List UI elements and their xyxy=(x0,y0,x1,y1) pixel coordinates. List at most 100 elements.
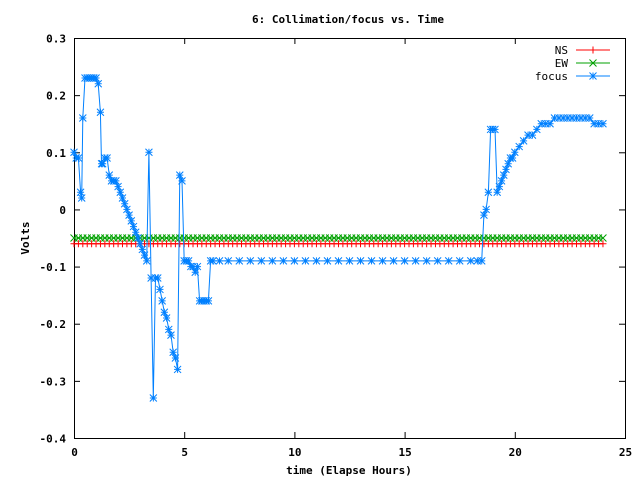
data-point xyxy=(215,257,224,265)
data-point xyxy=(112,177,120,185)
data-point xyxy=(92,74,100,82)
y-tick-label: -0.2 xyxy=(40,318,67,331)
legend-marker xyxy=(589,59,597,67)
data-point xyxy=(169,348,178,357)
data-point xyxy=(599,119,607,128)
data-point xyxy=(541,119,550,128)
data-point xyxy=(94,79,103,88)
data-point xyxy=(268,257,277,265)
data-point xyxy=(120,199,129,208)
data-point xyxy=(114,182,122,191)
data-point xyxy=(599,234,607,242)
data-point xyxy=(76,188,85,197)
data-point xyxy=(480,211,488,219)
data-point xyxy=(367,257,376,265)
data-point xyxy=(77,194,86,202)
data-point xyxy=(568,114,576,122)
data-point xyxy=(131,228,140,237)
data-point xyxy=(334,257,343,265)
data-point xyxy=(572,114,581,122)
data-point xyxy=(519,137,528,145)
data-point xyxy=(411,257,420,265)
data-point xyxy=(599,240,607,248)
data-point xyxy=(356,257,365,265)
y-tick-label: 0 xyxy=(59,204,66,217)
data-point xyxy=(323,257,332,265)
data-point xyxy=(550,114,559,122)
data-point xyxy=(136,239,144,248)
data-point xyxy=(345,257,354,265)
data-point xyxy=(147,274,155,282)
data-point xyxy=(96,108,105,117)
data-point xyxy=(193,262,202,271)
series-ew xyxy=(70,234,607,242)
data-point xyxy=(246,257,255,265)
legend-marker xyxy=(589,46,597,54)
data-point xyxy=(142,257,151,265)
legend-label-ns: NS xyxy=(555,44,568,57)
data-point xyxy=(594,119,603,128)
data-point xyxy=(224,257,233,265)
data-point xyxy=(555,114,563,122)
data-point xyxy=(532,125,541,134)
data-point xyxy=(125,211,133,219)
data-point xyxy=(577,114,585,122)
series-layer xyxy=(70,74,607,402)
data-point xyxy=(546,119,554,128)
y-tick-label: -0.4 xyxy=(40,433,67,446)
data-point xyxy=(191,268,200,277)
data-point xyxy=(504,159,513,168)
data-point xyxy=(116,188,125,197)
data-point xyxy=(581,114,590,122)
data-point xyxy=(484,188,493,197)
y-tick-label: 0.3 xyxy=(46,33,66,46)
data-point xyxy=(171,354,180,362)
x-tick-label: 10 xyxy=(288,446,301,459)
data-point xyxy=(162,314,171,322)
series-focus xyxy=(70,74,607,402)
data-point xyxy=(167,331,175,339)
data-point xyxy=(497,177,506,185)
data-point xyxy=(590,119,598,128)
data-point xyxy=(524,131,532,139)
data-point xyxy=(189,262,197,271)
data-point xyxy=(134,234,142,242)
y-axis-label: Volts xyxy=(19,221,32,254)
data-point xyxy=(153,274,162,282)
data-point xyxy=(98,159,107,168)
x-tick-label: 0 xyxy=(71,446,78,459)
data-point xyxy=(257,257,266,265)
data-point xyxy=(312,257,321,265)
data-point xyxy=(70,148,78,157)
chart-title: 6: Collimation/focus vs. Time xyxy=(252,13,444,26)
data-point xyxy=(466,257,475,265)
data-point xyxy=(279,257,288,265)
data-point xyxy=(78,114,87,122)
legend-label-focus: focus xyxy=(535,70,568,83)
data-point xyxy=(173,365,182,374)
data-point xyxy=(537,119,546,128)
data-point xyxy=(118,194,127,202)
y-tick-label: -0.3 xyxy=(40,375,67,388)
data-point xyxy=(74,154,83,162)
data-point xyxy=(160,308,169,317)
data-point xyxy=(499,171,508,179)
data-point xyxy=(473,257,482,265)
x-tick-label: 5 xyxy=(181,446,188,459)
legend-marker xyxy=(589,72,597,80)
x-tick-label: 20 xyxy=(509,446,522,459)
y-tick-label: -0.1 xyxy=(40,261,67,274)
data-point xyxy=(389,257,398,265)
data-point xyxy=(127,217,136,225)
data-point xyxy=(145,148,153,157)
data-point xyxy=(422,257,431,265)
data-point xyxy=(528,131,537,139)
data-point xyxy=(510,148,519,157)
data-point xyxy=(378,257,387,265)
x-tick-label: 15 xyxy=(398,446,411,459)
data-point xyxy=(515,142,524,151)
data-point xyxy=(477,257,486,265)
data-point xyxy=(140,251,149,259)
data-point xyxy=(204,297,213,305)
